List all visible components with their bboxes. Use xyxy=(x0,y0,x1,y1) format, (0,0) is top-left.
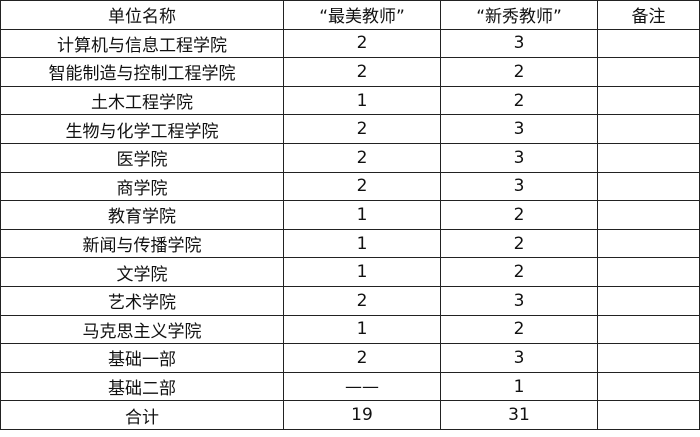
table-row: 计算机与信息工程学院 2 3 xyxy=(0,28,700,59)
best-teacher-cell: 1 xyxy=(283,228,441,259)
new-teacher-cell: 2 xyxy=(440,257,598,287)
unit-cell: 合计 xyxy=(0,400,284,430)
table-row: 新闻与传播学院 1 2 xyxy=(0,228,700,259)
note-cell xyxy=(597,85,700,116)
table-row: 文学院 1 2 xyxy=(0,257,700,287)
unit-cell: 商学院 xyxy=(0,171,284,202)
new-teacher-cell: 3 xyxy=(440,285,598,316)
best-teacher-cell: 1 xyxy=(283,257,441,287)
best-teacher-cell: 2 xyxy=(283,114,441,144)
table-row: 基础一部 2 3 xyxy=(0,343,700,373)
unit-cell: 土木工程学院 xyxy=(0,85,284,116)
new-teacher-cell: 3 xyxy=(440,171,598,202)
table-row: 基础二部 —— 1 xyxy=(0,371,700,402)
new-teacher-cell: 2 xyxy=(440,57,598,87)
new-teacher-cell: 1 xyxy=(440,371,598,402)
header-new-teacher: “新秀教师” xyxy=(440,0,598,30)
header-unit: 单位名称 xyxy=(0,0,284,30)
note-cell xyxy=(597,142,700,173)
unit-cell: 智能制造与控制工程学院 xyxy=(0,57,284,87)
note-cell xyxy=(597,343,700,373)
new-teacher-cell: 3 xyxy=(440,142,598,173)
note-cell xyxy=(597,314,700,345)
table-row: 医学院 2 3 xyxy=(0,142,700,173)
new-teacher-cell: 2 xyxy=(440,314,598,345)
header-row: 单位名称 “最美教师” “新秀教师” 备注 xyxy=(0,0,700,30)
table-row: 生物与化学工程学院 2 3 xyxy=(0,114,700,144)
best-teacher-cell: 1 xyxy=(283,200,441,230)
note-cell xyxy=(597,114,700,144)
unit-cell: 艺术学院 xyxy=(0,285,284,316)
unit-cell: 教育学院 xyxy=(0,200,284,230)
note-cell xyxy=(597,371,700,402)
unit-cell: 文学院 xyxy=(0,257,284,287)
table-row: 商学院 2 3 xyxy=(0,171,700,202)
total-row: 合计 19 31 xyxy=(0,400,700,430)
unit-cell: 医学院 xyxy=(0,142,284,173)
header-note: 备注 xyxy=(597,0,700,30)
new-teacher-cell: 2 xyxy=(440,200,598,230)
best-teacher-cell: 2 xyxy=(283,142,441,173)
unit-cell: 基础二部 xyxy=(0,371,284,402)
best-teacher-cell: —— xyxy=(283,371,441,402)
best-teacher-cell: 2 xyxy=(283,343,441,373)
new-teacher-cell: 2 xyxy=(440,85,598,116)
note-cell xyxy=(597,28,700,59)
unit-cell: 新闻与传播学院 xyxy=(0,228,284,259)
best-teacher-cell: 1 xyxy=(283,85,441,116)
best-teacher-cell: 2 xyxy=(283,57,441,87)
new-teacher-cell: 3 xyxy=(440,28,598,59)
new-teacher-cell: 2 xyxy=(440,228,598,259)
header-best-teacher: “最美教师” xyxy=(283,0,441,30)
unit-cell: 计算机与信息工程学院 xyxy=(0,28,284,59)
table-row: 智能制造与控制工程学院 2 2 xyxy=(0,57,700,87)
new-teacher-cell: 3 xyxy=(440,114,598,144)
best-teacher-cell: 2 xyxy=(283,285,441,316)
note-cell xyxy=(597,228,700,259)
note-cell xyxy=(597,257,700,287)
note-cell xyxy=(597,200,700,230)
note-cell xyxy=(597,285,700,316)
table-row: 教育学院 1 2 xyxy=(0,200,700,230)
best-teacher-cell: 1 xyxy=(283,314,441,345)
best-teacher-cell: 2 xyxy=(283,171,441,202)
note-cell xyxy=(597,400,700,430)
table-row: 马克思主义学院 1 2 xyxy=(0,314,700,345)
best-teacher-cell: 19 xyxy=(283,400,441,430)
table-row: 土木工程学院 1 2 xyxy=(0,85,700,116)
note-cell xyxy=(597,57,700,87)
new-teacher-cell: 31 xyxy=(440,400,598,430)
new-teacher-cell: 3 xyxy=(440,343,598,373)
note-cell xyxy=(597,171,700,202)
unit-cell: 生物与化学工程学院 xyxy=(0,114,284,144)
unit-cell: 基础一部 xyxy=(0,343,284,373)
unit-cell: 马克思主义学院 xyxy=(0,314,284,345)
best-teacher-cell: 2 xyxy=(283,28,441,59)
table-row: 艺术学院 2 3 xyxy=(0,285,700,316)
